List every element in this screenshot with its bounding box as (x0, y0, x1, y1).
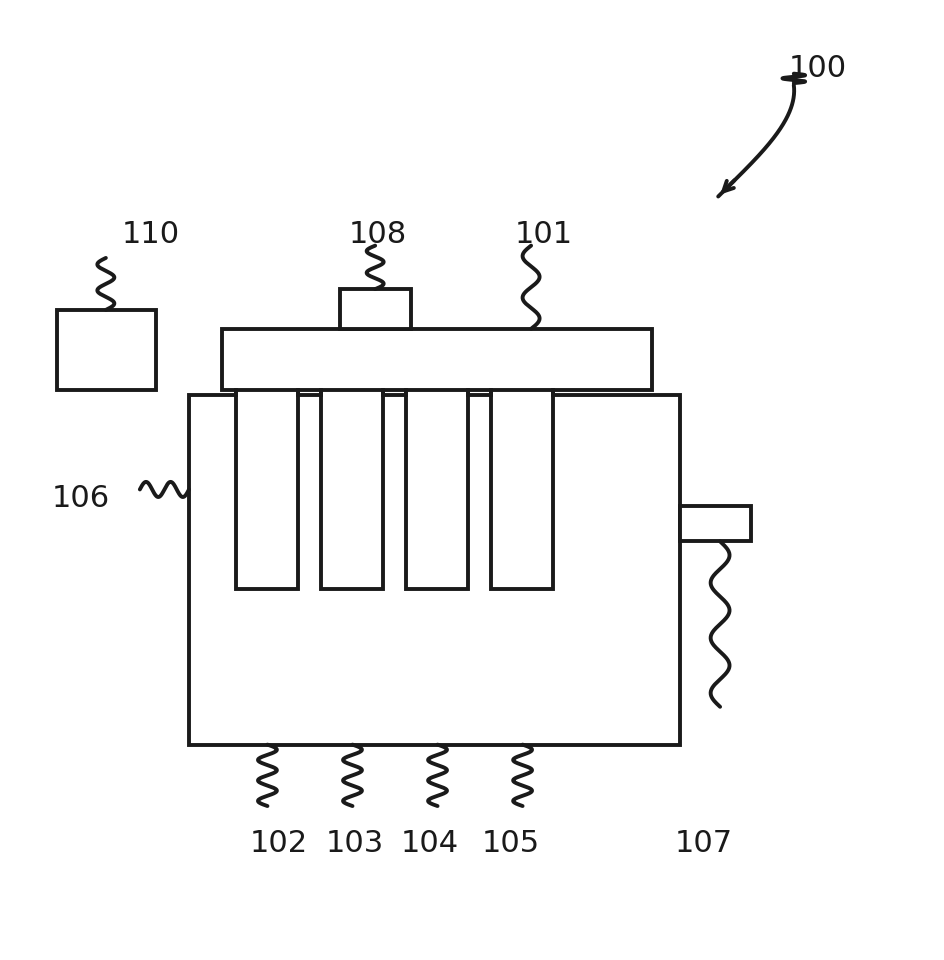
Bar (222, 328, 651, 390)
Bar (321, 386, 382, 588)
Text: 105: 105 (480, 829, 539, 858)
Text: 102: 102 (249, 829, 308, 858)
Text: 104: 104 (400, 829, 459, 858)
Text: 108: 108 (348, 220, 407, 249)
Bar (406, 386, 467, 588)
Bar (491, 386, 552, 588)
Text: 100: 100 (787, 55, 846, 84)
Text: 110: 110 (122, 220, 180, 249)
Bar (680, 506, 750, 541)
Text: 101: 101 (514, 220, 572, 249)
Bar (189, 395, 680, 745)
Bar (236, 386, 297, 588)
Text: 107: 107 (674, 829, 733, 858)
Text: 106: 106 (51, 485, 110, 514)
Bar (57, 310, 156, 390)
Text: 103: 103 (325, 829, 383, 858)
Bar (340, 289, 411, 328)
